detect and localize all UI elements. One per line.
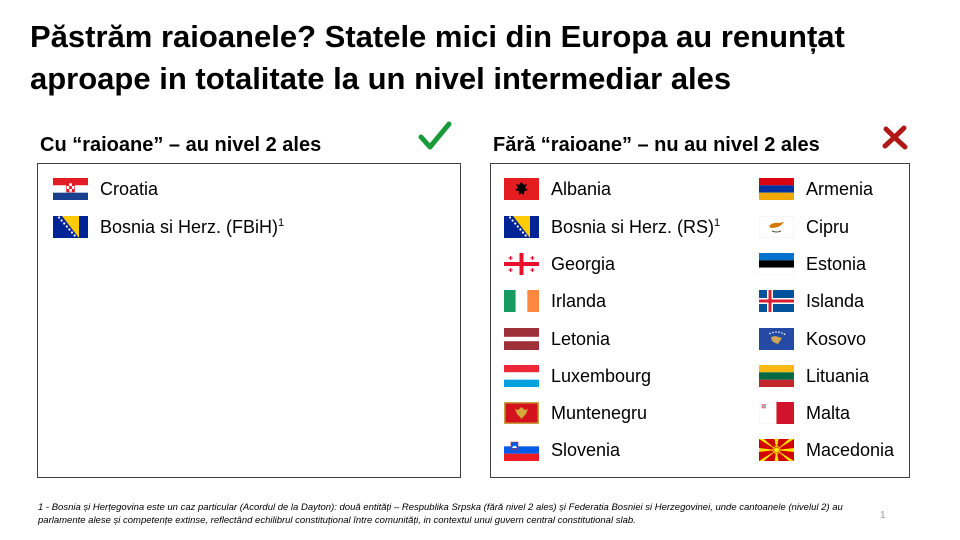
bosnia-flag [504, 216, 539, 238]
country-name: Muntenegru [551, 402, 648, 423]
kosovo-flag [759, 328, 794, 350]
list-item: Irlanda [504, 289, 606, 313]
country-name: Macedonia [806, 439, 895, 460]
slovenia-flag [504, 439, 539, 461]
croatia-flag [53, 178, 88, 200]
ireland-flag [504, 290, 539, 312]
georgia-flag [504, 253, 539, 275]
iceland-flag [759, 290, 794, 312]
list-item: Macedonia [759, 438, 894, 462]
check-icon [418, 121, 452, 150]
country-name: Luxembourg [551, 365, 652, 386]
luxembourg-flag [504, 365, 539, 387]
list-item: Georgia [504, 252, 615, 276]
list-item: Slovenia [504, 438, 620, 462]
slide-title: Păstrăm raioanele? Statele mici din Euro… [30, 19, 845, 96]
left-countries-panel [37, 163, 461, 478]
albania-flag [504, 178, 539, 200]
list-item: Albania [504, 177, 611, 201]
country-name: Malta [806, 402, 851, 423]
list-item: Cipru [759, 215, 849, 239]
country-name: Letonia [551, 328, 611, 349]
latvia-flag [504, 328, 539, 350]
macedonia-flag [759, 439, 794, 461]
country-name: Slovenia [551, 439, 621, 460]
country-name: Georgia [551, 253, 616, 274]
country-name: Cipru [806, 216, 850, 237]
left-panel-heading: Cu “raioane” – au nivel 2 ales [40, 134, 322, 156]
country-name: Croatia [100, 178, 159, 199]
bosnia-flag [53, 216, 88, 238]
list-item: Islanda [759, 289, 864, 313]
estonia-flag [759, 253, 794, 275]
footnote: 1 - Bosnia și Herțegovina este un caz pa… [38, 502, 843, 526]
country-name: Bosnia si Herz. (FBiH)1 [100, 216, 285, 237]
list-item: Lituania [759, 364, 869, 388]
list-item: Bosnia si Herz. (RS)1 [504, 215, 720, 239]
country-name: Islanda [806, 290, 865, 311]
malta-flag [759, 402, 794, 424]
footnote-ref: 1 [714, 216, 721, 229]
list-item: Croatia [53, 177, 158, 201]
list-item: Muntenegru [504, 401, 647, 425]
list-item: Luxembourg [504, 364, 651, 388]
list-item: Bosnia si Herz. (FBiH)1 [53, 215, 284, 239]
list-item: Malta [759, 401, 850, 425]
page-number: 1 [880, 510, 886, 521]
country-name: Bosnia si Herz. (RS)1 [551, 216, 721, 237]
country-name: Estonia [806, 253, 867, 274]
country-name: Irlanda [551, 290, 607, 311]
country-name: Armenia [806, 178, 874, 199]
lithuania-flag [759, 365, 794, 387]
cross-icon [882, 125, 908, 150]
country-name: Albania [551, 178, 612, 199]
armenia-flag [759, 178, 794, 200]
list-item: Letonia [504, 327, 610, 351]
montenegro-flag [504, 402, 539, 424]
footnote-ref: 1 [278, 216, 285, 229]
country-name: Lituania [806, 365, 870, 386]
country-name: Kosovo [806, 328, 867, 349]
cyprus-flag [759, 216, 794, 238]
list-item: Estonia [759, 252, 866, 276]
right-panel-heading: Fără “raioane” – nu au nivel 2 ales [493, 134, 820, 156]
list-item: Armenia [759, 177, 873, 201]
list-item: Kosovo [759, 327, 866, 351]
right-countries-panel [490, 163, 910, 478]
